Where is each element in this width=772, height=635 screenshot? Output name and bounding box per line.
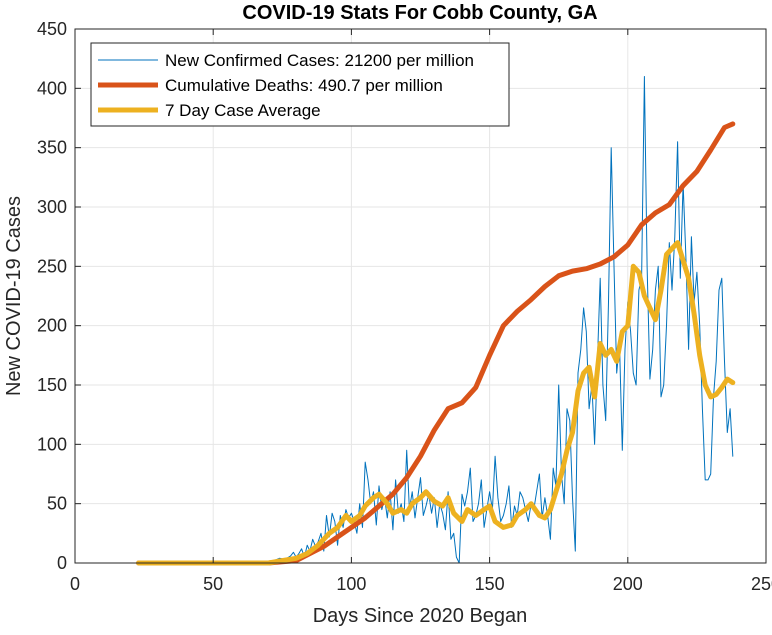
plot-frame (74, 28, 767, 564)
ticks: 0 50 100 150 200 250 0 50 100 150 200 250 300 350 400 4… (37, 19, 772, 594)
legend-box (90, 42, 510, 127)
y-tick-label: 200 (37, 316, 67, 336)
series-line-avg (136, 240, 736, 566)
y-axis-label: New COVID-19 Cases (3, 196, 25, 396)
y-tick-label: 150 (37, 375, 67, 395)
x-tick-label: 150 (475, 574, 505, 594)
y-tick-label: 50 (47, 494, 67, 514)
x-tick-label: 100 (336, 574, 366, 594)
y-tick-label: 350 (37, 138, 67, 158)
x-axis-label: Days Since 2020 Began (313, 605, 528, 627)
legend: New Confirmed Cases: 21200 per million Cu… (90, 42, 510, 127)
y-tick-label: 250 (37, 256, 67, 276)
legend-label: New Confirmed Cases: 21200 per million (165, 51, 474, 70)
series-line-deaths (136, 121, 736, 566)
series-layer (136, 76, 736, 566)
x-tick-label: 50 (203, 574, 223, 594)
legend-label: 7 Day Case Average (165, 101, 321, 120)
chart-title: COVID-19 Stats For Cobb County, GA (242, 2, 597, 24)
y-tick-label: 300 (37, 197, 67, 217)
y-tick-label: 0 (57, 553, 67, 573)
y-tick-label: 450 (37, 19, 67, 39)
x-tick-label: 200 (613, 574, 643, 594)
legend-label: Cumulative Deaths: 490.7 per million (165, 76, 443, 95)
y-tick-label: 400 (37, 78, 67, 98)
x-tick-label: 250 (751, 574, 772, 594)
x-tick-label: 0 (70, 574, 80, 594)
y-tick-label: 100 (37, 434, 67, 454)
